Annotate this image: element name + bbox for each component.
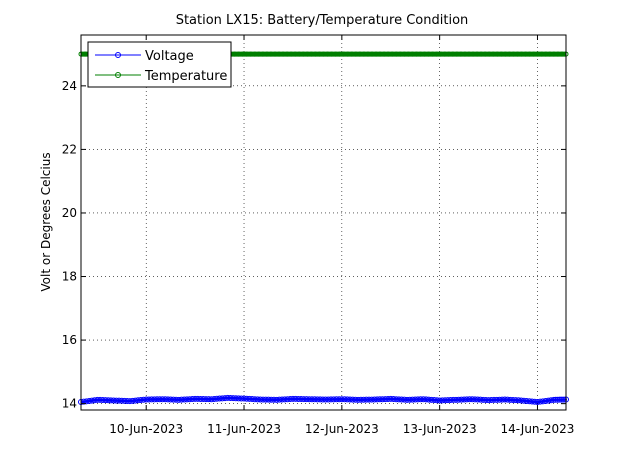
chart-title: Station LX15: Battery/Temperature Condit… [176, 13, 469, 28]
y-tick-label: 16 [62, 333, 77, 347]
plot-area [80, 34, 567, 411]
y-axis-label: Volt or Degrees Celcius [39, 152, 53, 291]
y-tick-label: 24 [62, 79, 77, 93]
data-point [552, 396, 559, 403]
data-point [554, 396, 561, 403]
legend-label: Voltage [145, 49, 194, 64]
y-tick-label: 18 [62, 270, 77, 284]
legend-label: Temperature [144, 69, 227, 84]
y-tick-label: 20 [62, 206, 77, 220]
y-tick-label: 14 [62, 397, 77, 411]
data-point [539, 398, 546, 405]
data-point [550, 396, 557, 403]
data-point [86, 397, 93, 404]
legend-box [87, 41, 232, 88]
x-tick-label: 14-Jun-2023 [501, 422, 575, 436]
data-point [545, 397, 552, 404]
legend-marker [115, 52, 121, 58]
y-tick-label: 22 [62, 142, 77, 156]
data-point [534, 399, 541, 406]
data-point [556, 396, 563, 403]
data-point [83, 398, 90, 405]
data-point [537, 398, 544, 405]
x-tick-label: 13-Jun-2023 [403, 422, 477, 436]
data-point [88, 397, 95, 404]
ticks: 14 16 18 20 22 24 10-Jun-2023 11-Jun-2023 12-Jun… [62, 35, 575, 436]
x-tick-label: 11-Jun-2023 [207, 422, 281, 436]
series-voltage [78, 394, 569, 406]
data-point [558, 396, 565, 403]
legend: Voltage Temperature [87, 41, 232, 88]
legend-marker [115, 72, 121, 78]
x-tick-label: 12-Jun-2023 [305, 422, 379, 436]
x-tick-label: 10-Jun-2023 [109, 422, 183, 436]
data-point [542, 397, 549, 404]
